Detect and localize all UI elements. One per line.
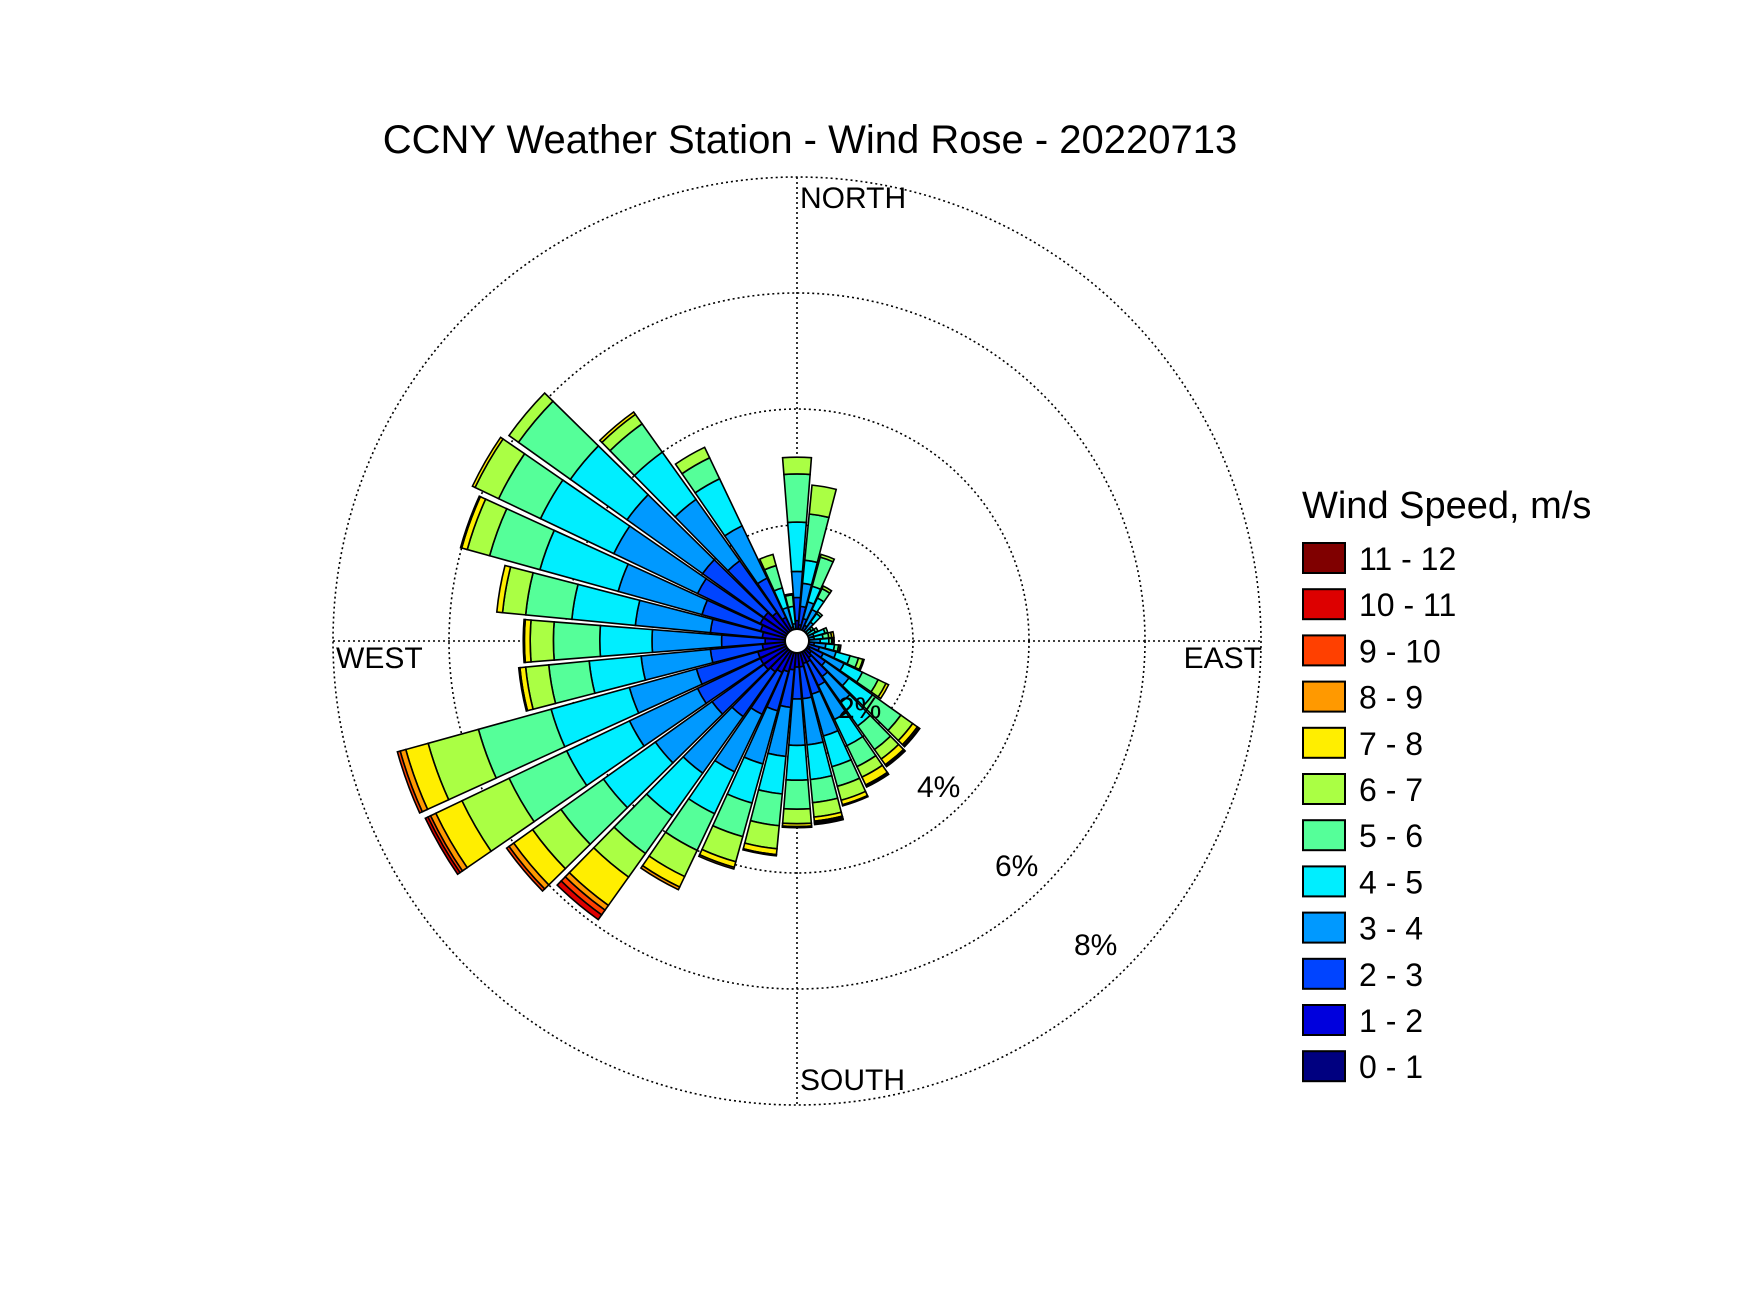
tick-label-8: 8%	[1074, 929, 1117, 962]
wedge-0deg-bin-4	[786, 521, 808, 573]
wedge-0deg-bin-5	[783, 473, 811, 524]
wedge-240deg-bin-10	[424, 815, 462, 876]
wedge-120deg-bin-7	[877, 682, 890, 700]
wedge-190deg-bin-5	[749, 788, 784, 827]
wedge-170deg-bin-10	[813, 817, 845, 826]
legend-swatch-0	[1302, 542, 1346, 574]
legend-swatch-6	[1302, 819, 1346, 852]
legend-label-8: 3 - 4	[1359, 911, 1423, 947]
legend-label-9: 2 - 3	[1359, 957, 1423, 993]
legend-label-2: 9 - 10	[1359, 633, 1441, 669]
legend-label-11: 0 - 1	[1359, 1049, 1423, 1085]
wedge-10deg-bin-6	[808, 484, 838, 519]
wedge-270deg-bin-4	[599, 624, 654, 658]
legend-swatch-4	[1302, 726, 1346, 759]
wedge-330deg-bin-6	[674, 446, 711, 475]
wedge-270deg-bin-5	[552, 621, 602, 661]
wedge-40deg-bin-5	[815, 610, 824, 619]
legend-title: Wind Speed, m/s	[1302, 485, 1591, 527]
legend-swatch-2	[1302, 634, 1346, 667]
legend-label-6: 5 - 6	[1359, 818, 1423, 854]
legend-swatch-10	[1302, 1004, 1346, 1036]
wedge-180deg-bin-4	[785, 744, 809, 781]
legend-swatch-3	[1302, 680, 1346, 713]
wedge-30deg-bin-6	[820, 584, 833, 595]
label-west: WEST	[336, 642, 423, 675]
legend-label-10: 1 - 2	[1359, 1003, 1423, 1039]
wedge-190deg-bin-8	[742, 847, 778, 857]
legend-label-0: 11 - 12	[1359, 541, 1456, 577]
legend-label-1: 10 - 11	[1359, 587, 1456, 623]
wind-rose-wedges	[396, 391, 921, 921]
wedge-300deg-bin-7	[471, 436, 505, 489]
legend-swatch-8	[1302, 911, 1346, 944]
wedge-160deg-bin-8	[841, 794, 870, 807]
wedge-180deg-bin-8	[781, 825, 813, 829]
legend-swatch-1	[1302, 588, 1346, 621]
tick-label-4: 4%	[917, 771, 960, 804]
wedge-340deg-bin-6	[758, 553, 778, 571]
wedge-270deg-bin-8	[522, 618, 527, 664]
wedge-20deg-bin-6	[819, 553, 836, 563]
legend-swatch-7	[1302, 865, 1346, 898]
wedge-260deg-bin-8	[517, 666, 529, 712]
wedge-290deg-bin-8	[459, 495, 482, 549]
wedge-130deg-bin-9	[902, 726, 921, 748]
legend-swatch-9	[1302, 957, 1346, 990]
wedge-180deg-bin-6	[781, 807, 813, 825]
legend-swatch-5	[1302, 773, 1346, 805]
tick-label-6: 6%	[995, 850, 1038, 883]
label-north: NORTH	[800, 182, 906, 215]
center-hole	[784, 628, 810, 654]
radial-tick-labels: 2% 4% 6% 8%	[838, 692, 1117, 962]
legend-swatch-11	[1302, 1050, 1346, 1083]
wedge-220deg-bin-10	[556, 879, 603, 921]
wedge-180deg-bin-5	[782, 778, 812, 810]
direction-labels: NORTH EAST SOUTH WEST	[336, 182, 1262, 1097]
legend-label-5: 6 - 7	[1359, 772, 1423, 808]
wedge-140deg-bin-9	[884, 749, 907, 768]
wedge-0deg-bin-6	[781, 456, 813, 476]
wedge-150deg-bin-9	[865, 772, 890, 789]
wedge-230deg-bin-9	[505, 845, 546, 893]
wedge-260deg-bin-5	[547, 660, 596, 705]
wedge-110deg-bin-7	[858, 658, 866, 671]
label-south: SOUTH	[800, 1064, 905, 1097]
wedge-200deg-bin-8	[697, 853, 736, 871]
label-east: EAST	[1184, 642, 1262, 675]
wedge-90deg-bin-7	[831, 637, 835, 645]
legend-label-7: 4 - 5	[1359, 864, 1423, 900]
legend-label-4: 7 - 8	[1359, 726, 1423, 762]
wedge-250deg-bin-9	[396, 750, 424, 815]
wedge-280deg-bin-5	[524, 571, 579, 621]
wedge-350deg-bin-6	[784, 592, 794, 598]
wedge-280deg-bin-7	[495, 564, 512, 614]
tick-label-2: 2%	[838, 692, 881, 725]
wedge-310deg-bin-6	[507, 391, 555, 444]
wedge-80deg-bin-7	[829, 630, 835, 639]
legend-label-3: 8 - 9	[1359, 680, 1423, 716]
chart-title: CCNY Weather Station - Wind Rose - 20220…	[383, 118, 1238, 162]
wedge-320deg-bin-7	[598, 410, 637, 444]
legend: Wind Speed, m/s 11 - 12 10 - 11 9 - 10 8 - …	[1302, 485, 1591, 1085]
wedge-210deg-bin-8	[639, 864, 681, 891]
wedge-270deg-bin-6	[529, 619, 556, 663]
